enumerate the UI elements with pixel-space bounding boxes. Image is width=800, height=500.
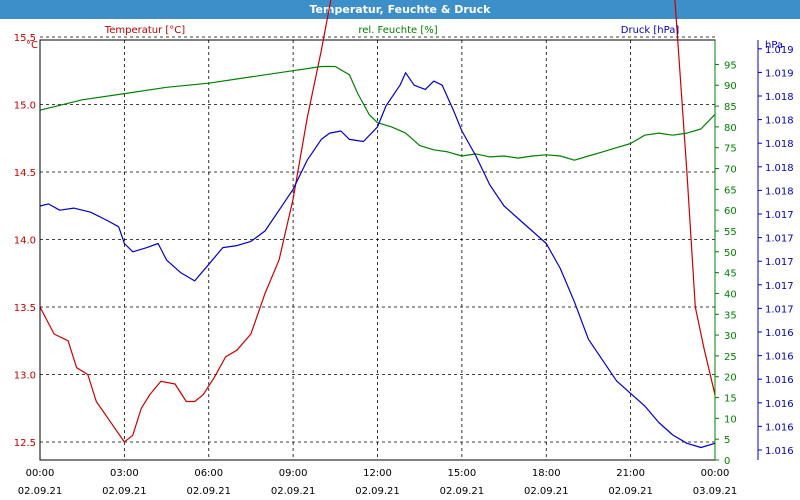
humidity-tick-label: 55 [724,227,737,238]
series-line-temperature [39,0,716,443]
x-tick-time: 18:00 [532,468,561,479]
humidity-tick-label: 90 [724,81,737,92]
x-tick-date: 03.09.21 [693,486,738,497]
x-tick-date: 02.09.21 [524,486,569,497]
x-tick-time: 15:00 [447,468,476,479]
temperature-tick-label: 13.0 [14,371,36,382]
humidity-tick-label: 30 [724,331,737,342]
humidity-tick-label: 75 [724,144,737,155]
pressure-tick-label: 1.019 [765,45,794,56]
humidity-tick-label: 25 [724,352,737,363]
x-tick-time: 21:00 [616,468,645,479]
pressure-tick-label: 1.016 [765,446,794,457]
x-tick-date: 02.09.21 [440,486,485,497]
humidity-tick-label: 5 [724,435,730,446]
pressure-tick-label: 1.018 [765,92,794,103]
x-tick-date: 02.09.21 [102,486,147,497]
series-layer [39,0,716,449]
humidity-tick-label: 70 [724,165,737,176]
pressure-tick-label: 1.018 [765,139,794,150]
series-line-pressure [39,72,716,449]
temperature-tick-label: 14.0 [14,236,36,247]
pressure-tick-label: 1.016 [765,422,794,433]
legend-entry: Temperatur [°C] [104,25,185,36]
x-tick-time: 09:00 [279,468,308,479]
pressure-tick-label: 1.017 [765,210,794,221]
temperature-tick-label: 15.5 [14,33,36,44]
humidity-tick-label: 95 [724,60,737,71]
humidity-tick-label: 15 [724,394,737,405]
pressure-tick-label: 1.017 [765,281,794,292]
x-tick-date: 02.09.21 [271,486,316,497]
humidity-tick-label: 0 [724,456,730,467]
temperature-tick-label: 15.0 [14,101,36,112]
axis-labels: 12.513.013.514.014.515.015.516.016.517.0… [14,25,794,497]
axes [39,40,762,461]
humidity-tick-label: 85 [724,102,737,113]
x-tick-time: 03:00 [110,468,139,479]
legend-entry: rel. Feuchte [%] [358,25,437,36]
humidity-tick-label: 60 [724,206,737,217]
x-tick-date: 02.09.21 [18,486,63,497]
humidity-tick-label: 80 [724,123,737,134]
x-tick-date: 02.09.21 [608,486,653,497]
temperature-tick-label: 13.5 [14,303,36,314]
temperature-tick-label: 12.5 [14,438,36,449]
pressure-tick-label: 1.016 [765,375,794,386]
humidity-tick-label: 40 [724,289,737,300]
temperature-tick-label: 14.5 [14,168,36,179]
pressure-unit-label: hPa [765,40,783,51]
grid [39,36,716,461]
humidity-tick-label: 35 [724,310,737,321]
pressure-tick-label: 1.017 [765,304,794,315]
pressure-tick-label: 1.017 [765,234,794,245]
x-tick-time: 00:00 [701,468,730,479]
humidity-tick-label: 45 [724,269,737,280]
humidity-tick-label: 20 [724,373,737,384]
pressure-tick-label: 1.016 [765,352,794,363]
pressure-tick-label: 1.018 [765,163,794,174]
series-line-humidity [39,65,716,161]
x-tick-time: 12:00 [363,468,392,479]
humidity-tick-label: 65 [724,185,737,196]
pressure-tick-label: 1.018 [765,186,794,197]
humidity-tick-label: 10 [724,414,737,425]
x-tick-time: 00:00 [26,468,55,479]
pressure-tick-label: 1.018 [765,116,794,127]
x-tick-date: 02.09.21 [186,486,231,497]
pressure-tick-label: 1.017 [765,257,794,268]
pressure-tick-label: 1.016 [765,328,794,339]
chart-title: Temperatur, Feuchte & Druck [0,0,800,19]
x-tick-time: 06:00 [194,468,223,479]
pressure-tick-label: 1.016 [765,399,794,410]
x-tick-date: 02.09.21 [355,486,400,497]
pressure-tick-label: 1.019 [765,68,794,79]
temperature-unit-label: °C [26,40,38,51]
humidity-tick-label: 50 [724,248,737,259]
legend-entry: Druck [hPa] [621,25,680,36]
